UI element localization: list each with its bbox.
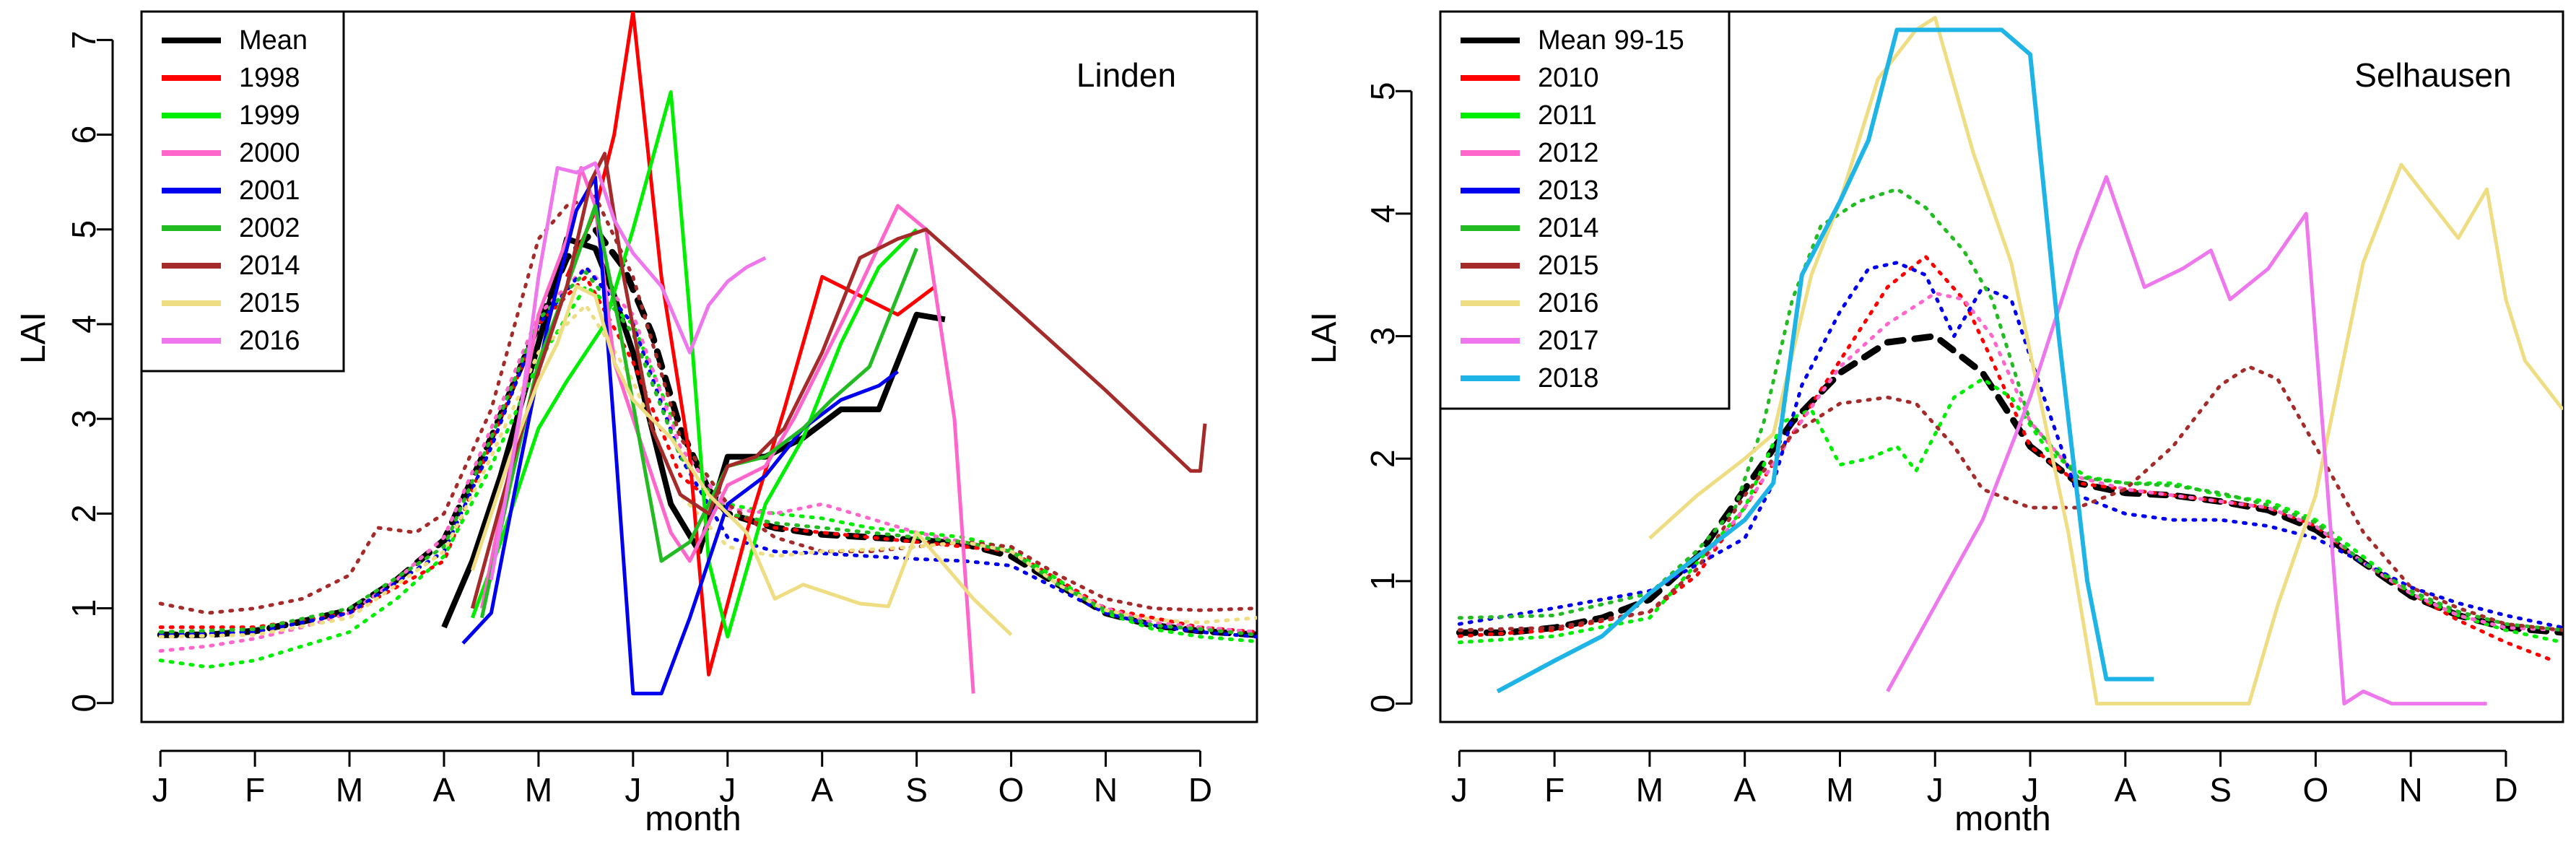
x-tick-label: S [905,771,928,809]
x-tick-label: S [2209,771,2232,809]
x-tick-label: A [1733,771,1756,809]
chart-selhausen: LAI month Selhausen J F M A M J J A S O N D 0 1 2 3 4 5 Me… [1305,10,2564,838]
y-tick-label: 0 [65,694,103,713]
y-axis-label: LAI [1305,312,1344,364]
x-tick-label: N [1094,771,1118,809]
y-tick-label: 5 [65,220,103,239]
y-tick-label: 3 [65,409,103,428]
y-tick-label: 0 [1364,695,1401,713]
y-axis: 0 1 2 3 4 5 [1364,82,1413,713]
x-tick-label: A [811,771,833,809]
series-group [1455,16,2563,706]
x-tick-label: A [2114,771,2136,809]
x-tick-label: F [245,771,265,809]
legend-label: 2014 [239,251,300,281]
legend-label: 1999 [239,100,300,131]
series-line [489,161,767,580]
x-tick-label: D [1188,771,1212,809]
x-tick-label: O [2302,771,2328,809]
y-tick-label: 2 [65,505,103,523]
series-line [1648,16,2563,706]
x-tick-label: F [1544,771,1565,809]
series-line [158,270,1257,637]
series-line [1457,377,2563,645]
y-tick-label: 6 [65,126,103,144]
x-tick-label: J [2022,771,2039,809]
x-tick-label: J [719,771,736,809]
series-line [1886,175,2487,706]
legend-label: 1998 [239,63,300,93]
x-tick-label: J [625,771,641,809]
legend-label: 2016 [239,326,300,356]
x-tick-label: J [1451,771,1468,809]
series-line [565,12,937,676]
legend-label: 2015 [239,288,300,318]
legend-label: 2013 [1538,175,1599,206]
y-tick-label: 5 [1364,82,1401,100]
y-axis-label: LAI [14,312,53,364]
series-line [470,90,918,639]
series-line [158,194,1257,615]
legend-label: Mean [239,25,308,56]
series-line [470,152,1207,609]
x-tick-label: N [2399,771,2423,809]
legend-label: 2001 [239,175,300,206]
legend-label: 2015 [1538,251,1599,281]
x-axis-label: month [1954,800,2050,838]
chart-linden: LAI month Linden J F M A M J J A S O N D 0 1 2 3 4 5 6 7 Mea… [14,10,1258,838]
y-tick-label: 2 [1364,449,1401,468]
y-tick-label: 1 [65,599,103,618]
x-axis-label: month [645,800,741,838]
legend-label: 2014 [1538,213,1599,243]
legend: Mean 99-15 2010 2011 2012 2013 2014 2015 2016 20… [1439,10,1731,410]
x-tick-label: J [152,771,169,809]
chart-title: Selhausen [2354,56,2511,94]
series-line [1455,333,2563,636]
legend: Mean 1998 1999 2000 2001 2002 2014 2015 2016 [140,10,345,373]
x-tick-label: O [998,771,1024,809]
x-tick-label: M [525,771,552,809]
series-line [470,284,1013,637]
y-axis: 0 1 2 3 4 5 6 7 [65,31,114,713]
series-line [479,166,975,694]
x-tick-label: M [1826,771,1853,809]
series-line [441,235,946,629]
y-tick-label: 4 [1364,204,1401,223]
x-tick-label: M [1636,771,1663,809]
series-group [157,12,1257,696]
legend-label: 2011 [1538,100,1597,131]
y-tick-label: 1 [1364,572,1401,591]
legend-label: 2010 [1538,63,1599,93]
series-line [1457,365,2563,632]
x-tick-label: M [336,771,363,809]
chart-title: Linden [1076,56,1176,94]
y-tick-label: 3 [1364,327,1401,346]
legend-label: 2018 [1538,363,1599,393]
series-line [1496,27,2154,694]
legend-label: 2002 [239,213,300,243]
series-line [479,204,918,619]
legend-label: 2000 [239,138,300,168]
x-tick-label: J [1927,771,1944,809]
legend-label: 2016 [1538,288,1599,318]
x-tick-label: A [433,771,456,809]
y-tick-label: 4 [65,315,103,334]
series-line [1457,187,2563,632]
series-line [158,303,1257,639]
y-tick-label: 7 [65,31,103,50]
x-tick-label: D [2494,771,2518,809]
legend-label: 2012 [1538,138,1599,168]
legend-label: 2017 [1538,326,1599,356]
legend-label: Mean 99-15 [1538,25,1684,56]
